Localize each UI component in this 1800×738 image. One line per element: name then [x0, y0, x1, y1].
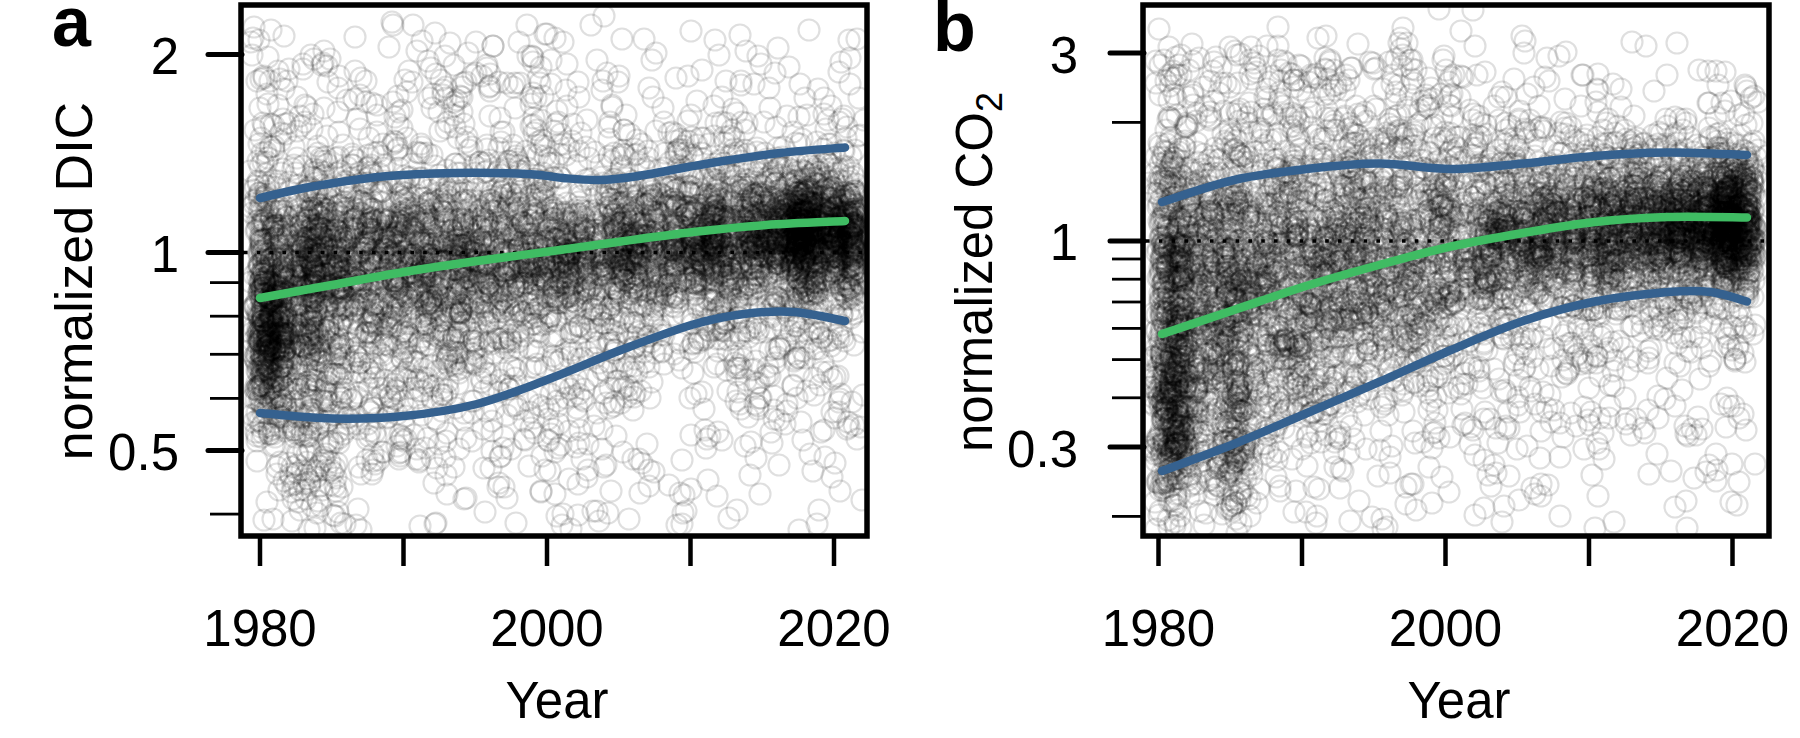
svg-text:3: 3 — [1050, 27, 1078, 84]
svg-text:2000: 2000 — [490, 600, 603, 657]
svg-text:b: b — [933, 0, 976, 66]
svg-text:a: a — [52, 0, 92, 61]
svg-text:1: 1 — [151, 226, 179, 283]
svg-text:2: 2 — [151, 28, 179, 85]
svg-text:1980: 1980 — [203, 600, 316, 657]
svg-text:0.3: 0.3 — [1007, 421, 1078, 478]
svg-text:2000: 2000 — [1389, 600, 1502, 657]
svg-text:normalized CO2: normalized CO2 — [946, 92, 1010, 452]
svg-text:normalized DIC: normalized DIC — [45, 102, 103, 460]
svg-text:0.5: 0.5 — [108, 424, 179, 481]
svg-text:2020: 2020 — [777, 600, 890, 657]
svg-text:1980: 1980 — [1102, 600, 1215, 657]
svg-text:1: 1 — [1050, 214, 1078, 271]
svg-text:Year: Year — [1407, 672, 1510, 729]
svg-text:Year: Year — [505, 672, 608, 729]
svg-text:2020: 2020 — [1676, 600, 1789, 657]
